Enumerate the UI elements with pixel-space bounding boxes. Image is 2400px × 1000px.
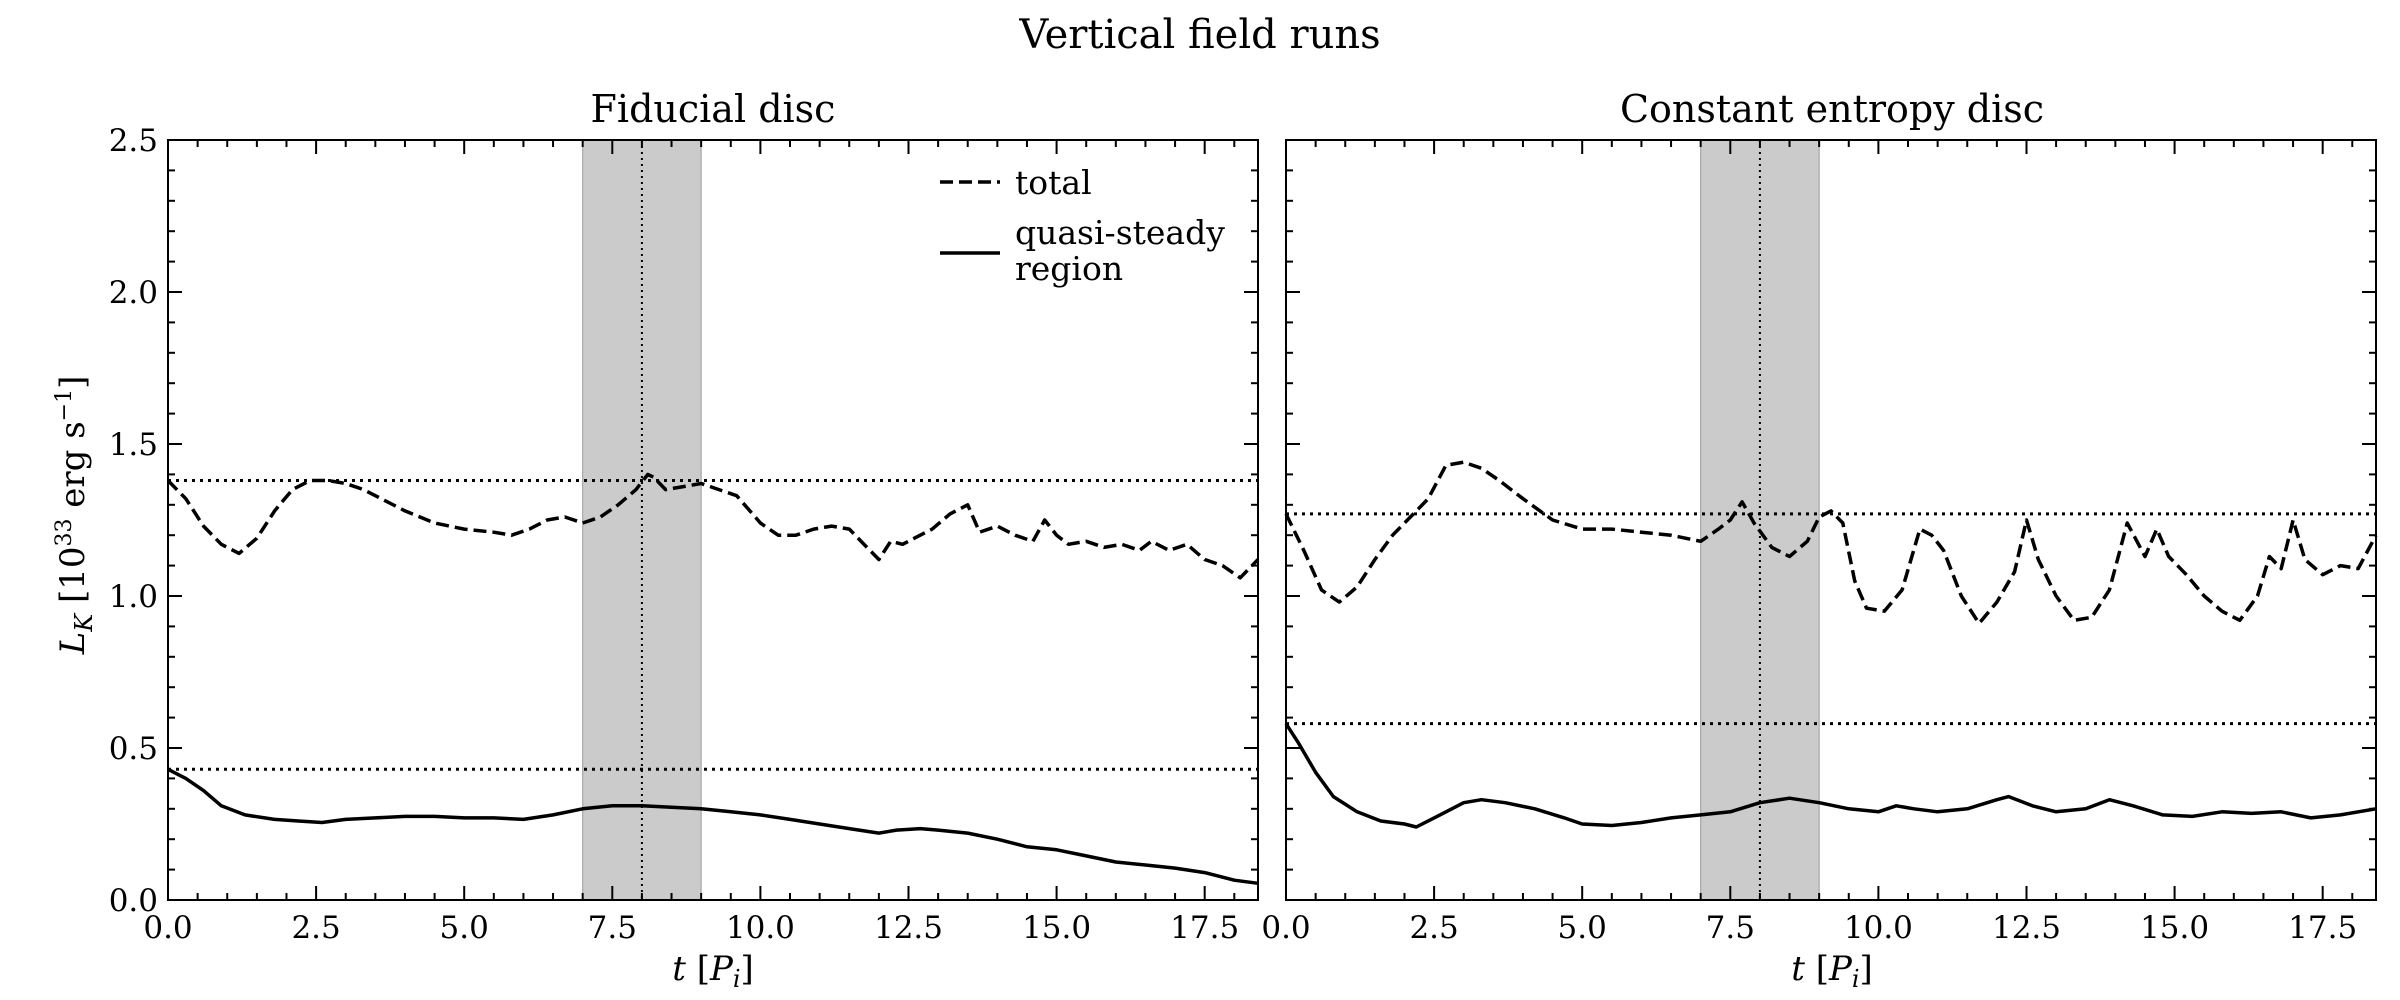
x-label-space	[686, 949, 697, 989]
ticks-layer	[1285, 139, 2376, 901]
plot-frame	[1285, 139, 2377, 901]
y-label-exp2: −1	[52, 389, 77, 421]
x-tick-label: 2.5	[291, 910, 340, 946]
y-axis-label: LK [1033 erg s−1]	[52, 376, 98, 656]
series-line-total	[1284, 460, 2378, 626]
x-tick-label: 7.5	[588, 910, 637, 946]
x-axis-label-left: t [Pi]	[672, 949, 754, 993]
y-tick-label: 1.5	[109, 427, 158, 463]
series-line-quasi-steady	[167, 767, 1259, 886]
panel-fiducial-disc: Fiducial disc 0.0 2.5 5.0 7.5 10.0 12.5 15.0 17…	[109, 87, 1260, 946]
reference-lines-layer	[168, 140, 1258, 900]
panel-title-fiducial-disc: Fiducial disc	[591, 87, 836, 131]
reference-lines-layer	[1286, 140, 2376, 900]
plot-frame	[167, 139, 1259, 901]
y-label-pre: [10	[53, 547, 93, 614]
x-tick-label: 12.5	[874, 910, 943, 946]
x-label-var: t	[672, 949, 686, 989]
x-tick-label: 17.5	[2288, 910, 2357, 946]
y-label-post: ]	[53, 376, 93, 389]
series-layer	[1284, 460, 2378, 829]
y-tick-label: 2.5	[109, 123, 158, 159]
legend: total quasi-steady region	[940, 163, 1225, 288]
series-line-total	[166, 472, 1260, 580]
tick-labels-layer: 0.0 2.5 5.0 7.5 10.0 12.5 15.0 17.5	[1261, 910, 2357, 946]
x-label-p: P	[709, 949, 734, 989]
x-label-p: P	[1828, 949, 1853, 989]
x-label-var: t	[1791, 949, 1805, 989]
x-tick-label: 7.5	[1706, 910, 1755, 946]
x-axis-label-right: t [Pi]	[1791, 949, 1873, 993]
y-tick-label: 1.0	[109, 579, 158, 615]
y-tick-label: 0.5	[109, 731, 158, 767]
x-tick-label: 5.0	[1558, 910, 1607, 946]
y-tick-label: 0.0	[109, 883, 158, 919]
x-label-close: ]	[1860, 949, 1873, 989]
x-tick-label: 12.5	[1992, 910, 2061, 946]
y-tick-label: 2.0	[109, 275, 158, 311]
panel-constant-entropy-disc: Constant entropy disc 0.0 2.5 5.0 7.5 10.0 12…	[1261, 87, 2378, 946]
x-label-sub: i	[1852, 965, 1860, 993]
x-label-close: ]	[741, 949, 754, 989]
panel-title-constant-entropy-disc: Constant entropy disc	[1620, 87, 2044, 131]
x-label-sub: i	[733, 965, 741, 993]
series-layer	[166, 472, 1260, 886]
x-label-open: [	[697, 949, 710, 989]
x-tick-label: 0.0	[1261, 910, 1310, 946]
series-line-quasi-steady	[1284, 722, 2377, 829]
legend-label-total: total	[1015, 163, 1092, 202]
x-label-space	[1805, 949, 1816, 989]
x-tick-label: 5.0	[440, 910, 489, 946]
x-tick-label: 17.5	[1170, 910, 1239, 946]
x-label-open: [	[1816, 949, 1829, 989]
figure-title: Vertical field runs	[1018, 12, 1380, 58]
legend-label-quasi-steady-line1: quasi-steady	[1015, 213, 1225, 252]
y-label-mid: erg s	[53, 421, 93, 518]
legend-label-quasi-steady-line2: region	[1015, 249, 1123, 288]
x-tick-label: 15.0	[2140, 910, 2209, 946]
x-tick-label: 2.5	[1409, 910, 1458, 946]
x-tick-label: 10.0	[726, 910, 795, 946]
tick-labels-layer: 0.0 2.5 5.0 7.5 10.0 12.5 15.0 17.5 0.0 0.5 1.0 1.5…	[109, 123, 1240, 946]
x-tick-label: 0.0	[143, 910, 192, 946]
y-label-exp1: 33	[52, 519, 77, 547]
x-tick-label: 10.0	[1844, 910, 1913, 946]
y-label-var: L	[53, 632, 93, 656]
x-tick-label: 15.0	[1022, 910, 1091, 946]
y-label-sub: K	[70, 612, 98, 633]
